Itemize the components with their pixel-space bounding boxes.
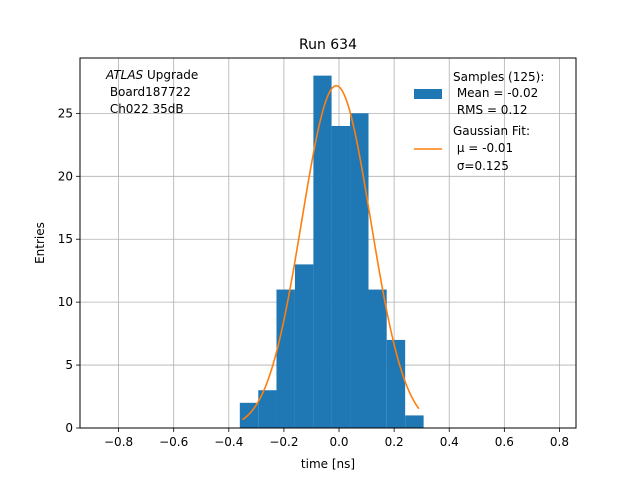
annotation-box: ATLAS Upgrade Board187722 Ch022 35dB — [105, 68, 198, 116]
histogram-bar — [405, 415, 424, 428]
histogram-bar — [258, 390, 277, 428]
y-tick-label: 20 — [58, 169, 73, 183]
legend-sigma: σ=0.125 — [453, 159, 509, 173]
legend-fit-label: Gaussian Fit: — [453, 124, 530, 138]
legend-histogram-swatch — [414, 89, 442, 99]
histogram-bars — [239, 75, 424, 429]
histogram-bar — [331, 125, 351, 429]
annotation-line-1: ATLAS Upgrade — [105, 68, 198, 82]
x-tick-label: 0.6 — [495, 435, 514, 449]
y-tick-label: 5 — [65, 358, 73, 372]
y-tick-label: 0 — [65, 421, 73, 435]
legend-mu: μ = -0.01 — [453, 141, 513, 155]
x-tick-label: 0.4 — [440, 435, 459, 449]
histogram-bar — [350, 113, 369, 429]
x-tick-label: 0.8 — [550, 435, 569, 449]
annotation-line-3: Ch022 35dB — [106, 102, 184, 116]
y-tick-label: 25 — [58, 106, 73, 120]
x-tick-label: 0.0 — [329, 435, 348, 449]
legend-histogram-label: Samples (125): — [453, 70, 544, 84]
x-tick-label: −0.4 — [214, 435, 243, 449]
histogram-bar — [386, 339, 406, 428]
y-tick-label: 15 — [58, 232, 73, 246]
gaussian-fit-curve — [242, 84, 420, 421]
annotation-line-2: Board187722 — [106, 85, 191, 99]
x-tick-label: −0.6 — [159, 435, 188, 449]
x-axis-ticks: −0.8 −0.6 −0.4 −0.2 0.0 0.2 0.4 0.6 0.8 — [104, 428, 569, 449]
y-axis-ticks: 0 5 10 15 20 25 — [58, 106, 80, 435]
histogram-bar — [368, 289, 387, 428]
legend-mean: Mean = -0.02 — [453, 86, 538, 100]
legend-rms: RMS = 0.12 — [453, 103, 528, 117]
y-axis-label: Entries — [33, 222, 47, 264]
x-tick-label: 0.2 — [385, 435, 404, 449]
legend: Samples (125): Mean = -0.02 RMS = 0.12 G… — [414, 70, 544, 173]
histogram-bar — [313, 75, 332, 428]
x-tick-label: −0.8 — [104, 435, 133, 449]
plot-frame — [79, 57, 577, 429]
x-axis-label: time [ns] — [301, 457, 355, 471]
x-tick-label: −0.2 — [269, 435, 298, 449]
gaussian-fit-line — [242, 84, 420, 421]
histogram-bar — [294, 264, 314, 428]
y-tick-label: 10 — [58, 295, 73, 309]
histogram-bar — [276, 289, 295, 428]
chart-title: Run 634 — [299, 37, 357, 53]
